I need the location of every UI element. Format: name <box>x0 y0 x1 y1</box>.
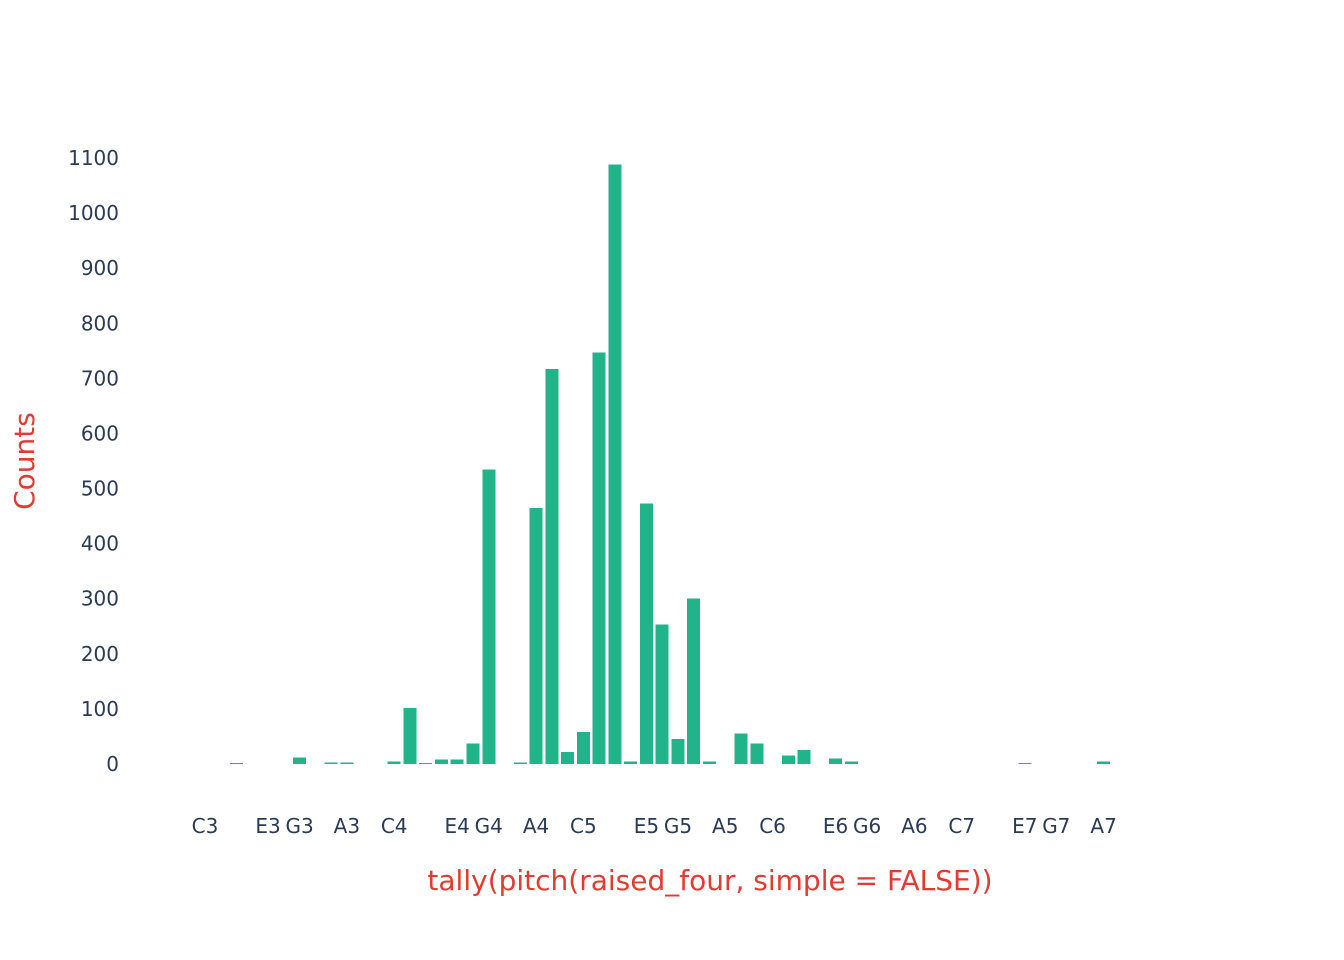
y-tick-label: 200 <box>81 642 119 666</box>
x-tick-label: C4 <box>381 814 408 838</box>
bar <box>734 733 748 764</box>
bar <box>702 761 716 764</box>
x-tick-label: G3 <box>285 814 313 838</box>
y-axis-title: Counts <box>8 412 41 510</box>
bar <box>529 507 543 764</box>
x-tick-label: G4 <box>475 814 503 838</box>
bar <box>576 732 590 764</box>
x-tick-label: E7 <box>1012 814 1037 838</box>
x-tick-label: A3 <box>334 814 360 838</box>
x-tick-label: A7 <box>1090 814 1116 838</box>
y-tick-label: 600 <box>81 421 119 445</box>
bar <box>403 707 417 764</box>
bar <box>466 743 480 764</box>
bar <box>608 164 622 765</box>
bar <box>324 762 338 764</box>
bar <box>592 352 606 764</box>
x-tick-label: C3 <box>192 814 219 838</box>
bar <box>230 762 244 764</box>
bars <box>230 164 1111 765</box>
bar <box>482 469 496 764</box>
bar <box>293 757 307 764</box>
bar <box>829 758 843 764</box>
y-tick-label: 700 <box>81 366 119 390</box>
x-tick-label: E4 <box>445 814 470 838</box>
bar <box>1018 762 1032 764</box>
x-tick-label: C5 <box>570 814 597 838</box>
bar <box>797 750 811 764</box>
y-tick-label: 1100 <box>68 146 119 170</box>
bar <box>655 624 669 764</box>
x-tick-label: G6 <box>853 814 881 838</box>
x-axis-title: tally(pitch(raised_four, simple = FALSE)… <box>427 864 992 897</box>
x-tick-label: E5 <box>634 814 659 838</box>
x-tick-label: A5 <box>712 814 738 838</box>
bar <box>671 739 685 764</box>
bar <box>844 761 858 764</box>
bar <box>750 743 764 764</box>
y-tick-label: 0 <box>106 752 119 776</box>
bar <box>340 762 354 764</box>
bar <box>513 762 527 764</box>
y-tick-label: 400 <box>81 532 119 556</box>
bar <box>387 761 401 764</box>
y-tick-label: 1000 <box>68 201 119 225</box>
y-tick-label: 900 <box>81 256 119 280</box>
bar <box>639 503 653 764</box>
bar <box>450 759 464 764</box>
bar <box>561 751 575 764</box>
x-tick-label: C7 <box>948 814 975 838</box>
x-tick-label: E3 <box>255 814 280 838</box>
bar <box>545 369 559 764</box>
y-tick-label: 800 <box>81 311 119 335</box>
x-tick-label: G7 <box>1042 814 1070 838</box>
y-tick-label: 300 <box>81 587 119 611</box>
bar <box>1097 761 1111 764</box>
x-tick-label: C6 <box>759 814 786 838</box>
y-axis-ticks: 0 100 200 300 400 500 600 700 800 900 1000 1100 <box>68 146 119 776</box>
bar <box>624 761 638 764</box>
y-tick-label: 100 <box>81 697 119 721</box>
x-tick-label: E6 <box>823 814 848 838</box>
x-tick-label: A6 <box>901 814 927 838</box>
bar <box>687 598 701 764</box>
y-tick-label: 500 <box>81 477 119 501</box>
x-tick-label: A4 <box>523 814 549 838</box>
x-axis-ticks: C3 E3 G3 A3 C4 E4 G4 A4 C5 E5 G5 A5 C6 E6 G6 A6 C7 E7 G7 A7 <box>192 814 1117 838</box>
bar <box>781 755 795 764</box>
bar <box>419 762 433 764</box>
x-tick-label: G5 <box>664 814 692 838</box>
bar <box>434 759 448 764</box>
